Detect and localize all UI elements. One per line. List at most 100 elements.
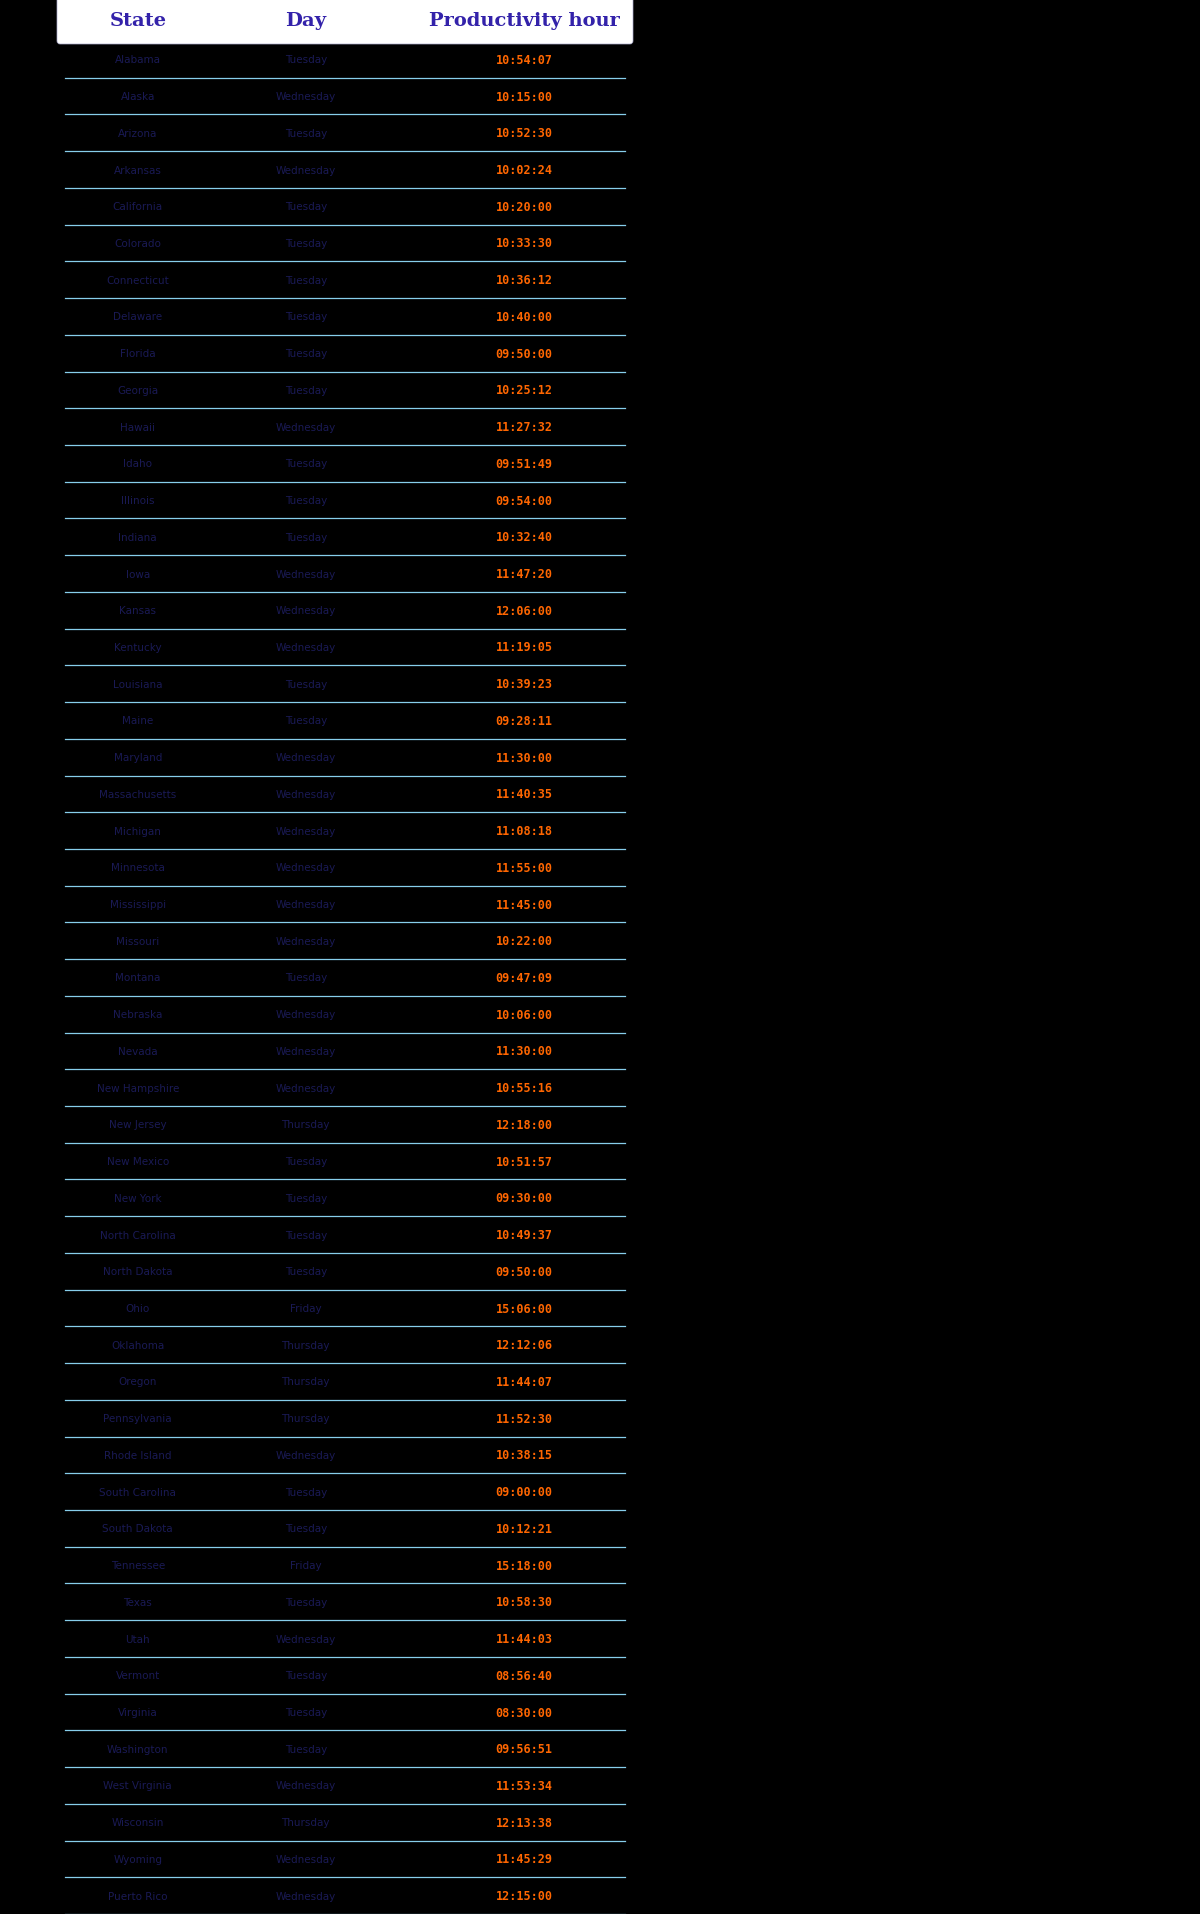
Text: New Mexico: New Mexico	[107, 1156, 169, 1166]
Text: Illinois: Illinois	[121, 496, 155, 505]
Text: Wednesday: Wednesday	[276, 423, 336, 433]
Text: Tuesday: Tuesday	[284, 239, 326, 249]
Text: 10:51:57: 10:51:57	[496, 1154, 553, 1168]
Text: Indiana: Indiana	[119, 532, 157, 542]
Text: Maryland: Maryland	[114, 752, 162, 764]
Text: 10:33:30: 10:33:30	[496, 237, 553, 251]
Text: 10:38:15: 10:38:15	[496, 1449, 553, 1462]
Text: Mississippi: Mississippi	[109, 900, 166, 909]
Text: Friday: Friday	[290, 1560, 322, 1569]
Text: 15:18:00: 15:18:00	[496, 1558, 553, 1571]
Text: 10:20:00: 10:20:00	[496, 201, 553, 214]
Text: Maine: Maine	[122, 716, 154, 725]
Text: Massachusetts: Massachusetts	[100, 789, 176, 800]
Text: 09:47:09: 09:47:09	[496, 972, 553, 984]
Text: Tuesday: Tuesday	[284, 1671, 326, 1680]
Text: New Hampshire: New Hampshire	[97, 1083, 179, 1093]
Text: 10:22:00: 10:22:00	[496, 934, 553, 947]
Text: Wednesday: Wednesday	[276, 936, 336, 946]
Text: Arizona: Arizona	[118, 128, 157, 138]
Text: 12:15:00: 12:15:00	[496, 1889, 553, 1903]
Text: 10:25:12: 10:25:12	[496, 385, 553, 398]
Text: 12:18:00: 12:18:00	[496, 1118, 553, 1131]
Text: Wednesday: Wednesday	[276, 643, 336, 653]
Text: Productivity hour: Productivity hour	[428, 11, 619, 31]
Text: North Dakota: North Dakota	[103, 1267, 173, 1277]
Text: Wednesday: Wednesday	[276, 165, 336, 176]
Text: Puerto Rico: Puerto Rico	[108, 1891, 168, 1901]
Text: Tuesday: Tuesday	[284, 1231, 326, 1240]
Text: Virginia: Virginia	[118, 1707, 157, 1717]
Text: Tuesday: Tuesday	[284, 1524, 326, 1533]
Text: Missouri: Missouri	[116, 936, 160, 946]
Text: 09:50:00: 09:50:00	[496, 1265, 553, 1279]
Text: 11:47:20: 11:47:20	[496, 568, 553, 580]
Text: 12:12:06: 12:12:06	[496, 1338, 553, 1351]
Text: 10:36:12: 10:36:12	[496, 274, 553, 287]
Text: Minnesota: Minnesota	[110, 863, 164, 873]
Text: Friday: Friday	[290, 1303, 322, 1313]
Text: State: State	[109, 11, 167, 31]
Text: 10:58:30: 10:58:30	[496, 1596, 553, 1608]
FancyBboxPatch shape	[58, 0, 634, 44]
Text: Wednesday: Wednesday	[276, 607, 336, 616]
Text: 12:06:00: 12:06:00	[496, 605, 553, 618]
Text: Thursday: Thursday	[282, 1816, 330, 1828]
Text: Rhode Island: Rhode Island	[104, 1451, 172, 1460]
Text: Wisconsin: Wisconsin	[112, 1816, 164, 1828]
Text: 10:49:37: 10:49:37	[496, 1229, 553, 1242]
Text: Tuesday: Tuesday	[284, 716, 326, 725]
Text: Kentucky: Kentucky	[114, 643, 162, 653]
Text: Texas: Texas	[124, 1596, 152, 1608]
Text: South Dakota: South Dakota	[102, 1524, 173, 1533]
Text: Tuesday: Tuesday	[284, 972, 326, 984]
Text: 11:44:07: 11:44:07	[496, 1376, 553, 1388]
Text: Pennsylvania: Pennsylvania	[103, 1413, 172, 1424]
Text: Tuesday: Tuesday	[284, 1596, 326, 1608]
Text: Tuesday: Tuesday	[284, 312, 326, 322]
Text: 11:45:00: 11:45:00	[496, 898, 553, 911]
Text: 11:30:00: 11:30:00	[496, 752, 553, 764]
Text: Tuesday: Tuesday	[284, 203, 326, 212]
Text: Wednesday: Wednesday	[276, 1855, 336, 1864]
Text: Tuesday: Tuesday	[284, 276, 326, 285]
Text: 10:12:21: 10:12:21	[496, 1522, 553, 1535]
Text: Hawaii: Hawaii	[120, 423, 155, 433]
Text: Louisiana: Louisiana	[113, 679, 162, 689]
Text: 12:13:38: 12:13:38	[496, 1816, 553, 1828]
Text: 10:52:30: 10:52:30	[496, 126, 553, 140]
Text: Thursday: Thursday	[282, 1120, 330, 1129]
Text: 11:52:30: 11:52:30	[496, 1413, 553, 1424]
Text: 09:00:00: 09:00:00	[496, 1485, 553, 1499]
Text: Idaho: Idaho	[124, 459, 152, 469]
Text: 09:56:51: 09:56:51	[496, 1742, 553, 1755]
Text: Ohio: Ohio	[126, 1303, 150, 1313]
Text: Alabama: Alabama	[115, 56, 161, 65]
Text: Tuesday: Tuesday	[284, 532, 326, 542]
Text: Washington: Washington	[107, 1744, 168, 1753]
Text: Thursday: Thursday	[282, 1340, 330, 1349]
Text: Tuesday: Tuesday	[284, 1267, 326, 1277]
Text: Tuesday: Tuesday	[284, 1744, 326, 1753]
Text: Vermont: Vermont	[115, 1671, 160, 1680]
Text: Wednesday: Wednesday	[276, 900, 336, 909]
Text: Nebraska: Nebraska	[113, 1011, 162, 1020]
Text: Tuesday: Tuesday	[284, 128, 326, 138]
Text: 10:39:23: 10:39:23	[496, 678, 553, 691]
Text: North Carolina: North Carolina	[100, 1231, 175, 1240]
Text: 09:28:11: 09:28:11	[496, 714, 553, 727]
Text: Utah: Utah	[126, 1635, 150, 1644]
Text: 10:40:00: 10:40:00	[496, 310, 553, 323]
Text: Wednesday: Wednesday	[276, 1451, 336, 1460]
Text: 09:51:49: 09:51:49	[496, 457, 553, 471]
Text: Tuesday: Tuesday	[284, 496, 326, 505]
Text: Wednesday: Wednesday	[276, 827, 336, 836]
Text: Delaware: Delaware	[113, 312, 162, 322]
Text: South Carolina: South Carolina	[100, 1487, 176, 1497]
Text: Oregon: Oregon	[119, 1376, 157, 1388]
Text: 11:55:00: 11:55:00	[496, 861, 553, 875]
Text: Tuesday: Tuesday	[284, 348, 326, 360]
Text: 10:02:24: 10:02:24	[496, 165, 553, 176]
Text: Wednesday: Wednesday	[276, 752, 336, 764]
Text: Michigan: Michigan	[114, 827, 161, 836]
